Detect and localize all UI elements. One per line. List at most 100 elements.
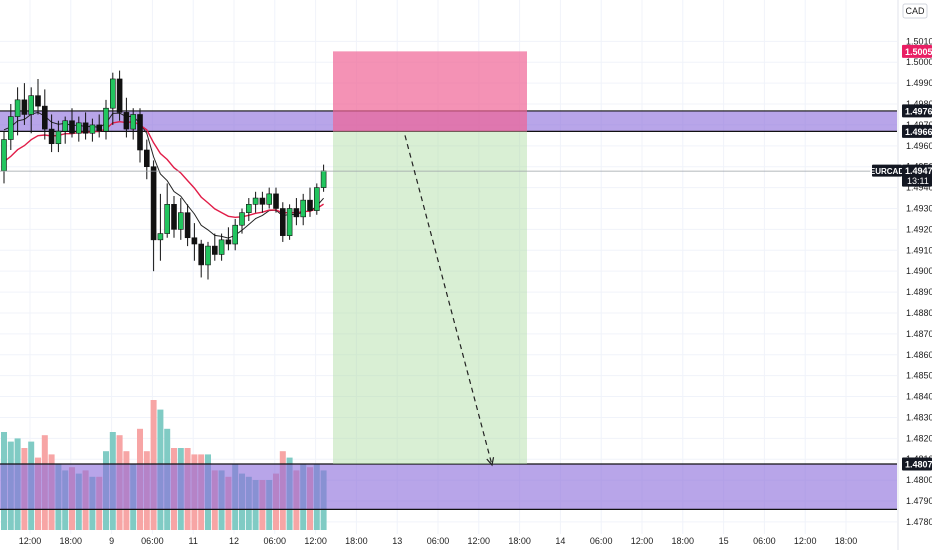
candle-up: [300, 199, 307, 218]
candle-down: [41, 105, 48, 130]
candle-up: [76, 122, 82, 134]
candle-up: [1, 139, 7, 172]
zone-upper-badge-bg: [902, 104, 932, 118]
candle-up: [14, 99, 21, 117]
candle-up: [313, 187, 320, 211]
zone-lower-badge-bg: [902, 124, 932, 138]
arrow-head[interactable]: [486, 457, 495, 467]
candle-up: [205, 245, 211, 266]
y-tick-label: 1.48400: [906, 392, 932, 402]
candle-up: [157, 233, 164, 241]
stop-loss-box[interactable]: [333, 51, 527, 132]
x-tick-label: 18:00: [345, 536, 368, 546]
candle-up: [266, 193, 273, 205]
countdown-label: 13:11: [907, 176, 929, 186]
candle-down: [191, 237, 198, 245]
zone-lower-badge: 1.49669: [905, 127, 932, 137]
candle-down: [48, 128, 55, 145]
y-tick-label: 1.49300: [906, 203, 932, 213]
x-tick-label: 11: [189, 536, 198, 546]
stop-price-badge-bg: [902, 44, 932, 58]
candle-up: [232, 224, 238, 245]
x-tick-label: 06:00: [590, 536, 613, 546]
currency-box[interactable]: [902, 3, 928, 19]
y-tick-label: 1.48800: [906, 308, 932, 318]
x-tick-label: 13: [392, 536, 402, 546]
x-tick-label: 06:00: [427, 536, 450, 546]
price-axis[interactable]: 1.501001.500001.499001.498001.497001.496…: [897, 0, 932, 550]
x-tick-label: 06:00: [264, 536, 287, 546]
time-axis[interactable]: 12:00 18:00 9 06:00 11 12 06:00 12:00 18:00 13 06:…: [19, 536, 858, 546]
candle-up: [89, 124, 96, 134]
candlesticks: [0, 70, 897, 280]
x-tick-label: 18:00: [672, 536, 695, 546]
candle-up: [252, 197, 259, 205]
x-tick-label: 15: [719, 536, 729, 546]
y-tick-label: 1.49800: [906, 99, 932, 109]
x-tick-label: 12:00: [304, 536, 327, 546]
y-tick-label: 1.49900: [906, 78, 932, 88]
candle-up: [286, 208, 293, 236]
arrow-line[interactable]: [404, 135, 493, 466]
candle-up: [178, 212, 184, 230]
stop-price-badge: 1.50052: [905, 47, 932, 57]
y-tick-label: 1.48900: [906, 287, 932, 297]
zone-upper-badge: 1.49767: [905, 106, 932, 116]
candle-up: [103, 107, 109, 132]
x-tick-label: 12: [229, 536, 239, 546]
take-profit-box[interactable]: [333, 131, 527, 465]
candle-down: [279, 208, 286, 236]
candle-down: [273, 193, 279, 209]
candle-up: [239, 212, 245, 226]
x-tick-label: 9: [109, 536, 114, 546]
y-tick-label: 1.50100: [906, 36, 932, 46]
candle-down: [259, 197, 266, 205]
candle-down: [144, 149, 150, 168]
candle-down: [116, 78, 123, 113]
y-tick-label: 1.47900: [906, 496, 932, 506]
candle-down: [82, 122, 89, 134]
candle-down: [293, 208, 300, 218]
candle-down: [150, 166, 157, 241]
candle-up: [55, 130, 62, 145]
candle-down: [35, 95, 41, 107]
y-tick-label: 1.49000: [906, 266, 932, 276]
x-tick-label: 06:00: [141, 536, 164, 546]
candle-down: [184, 212, 191, 239]
currency-label: CAD: [905, 6, 925, 16]
candle-down: [307, 199, 313, 211]
x-tick-label: 18:00: [60, 536, 83, 546]
current-price-label: 1.49479: [905, 166, 932, 176]
short-position-tool[interactable]: [333, 51, 527, 465]
candle-down: [198, 243, 204, 266]
y-tick-label: 1.49600: [906, 141, 932, 151]
x-tick-label: 06:00: [753, 536, 776, 546]
candle-up: [130, 114, 136, 130]
candle-down: [171, 204, 177, 230]
candle-down: [69, 120, 75, 134]
x-tick-label: 12:00: [794, 536, 817, 546]
candle-down: [21, 99, 28, 115]
x-tick-label: 18:00: [508, 536, 531, 546]
candle-up: [110, 78, 116, 109]
y-tick-label: 1.48600: [906, 350, 932, 360]
x-tick-label: 12:00: [631, 536, 654, 546]
price-badges: CAD1.500521.497671.496691.48077EURCAD1.4…: [870, 3, 932, 471]
candle-up: [28, 95, 35, 115]
target-zone-badge: 1.48077: [905, 460, 932, 470]
symbol-badge-bg: [872, 164, 902, 177]
x-tick-label: 18:00: [835, 536, 858, 546]
candle-up: [8, 116, 14, 140]
candle-down: [137, 114, 143, 151]
y-tick-label: 1.49400: [906, 183, 932, 193]
projection-arrow[interactable]: [404, 135, 495, 467]
candle-down: [225, 239, 232, 245]
y-tick-label: 1.49200: [906, 224, 932, 234]
target-zone-badge-bg: [902, 457, 932, 471]
candle-up: [62, 120, 69, 132]
y-tick-label: 1.48500: [906, 371, 932, 381]
y-tick-label: 1.49100: [906, 245, 932, 255]
y-tick-label: 1.48700: [906, 329, 932, 339]
